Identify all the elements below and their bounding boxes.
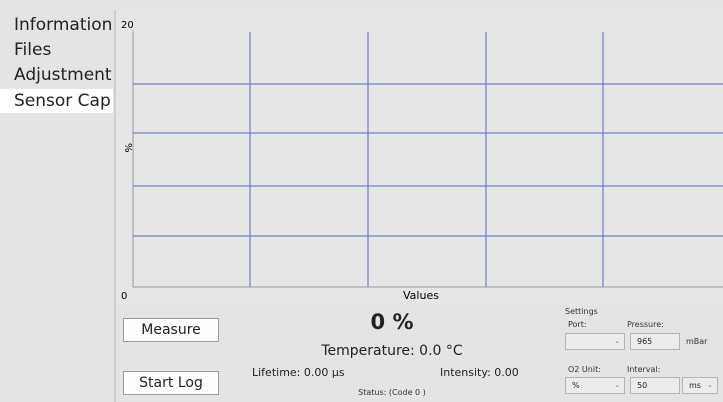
- lifetime: Lifetime: 0.00 µs: [252, 366, 345, 379]
- grid: [133, 32, 723, 287]
- x-axis-label: Values: [403, 289, 439, 302]
- menu-item[interactable]: Information: [14, 15, 113, 35]
- interval-label: Interval:: [627, 365, 661, 374]
- pressure-input[interactable]: 965: [630, 333, 680, 350]
- menu-item-selected[interactable]: Sensor Cap: [0, 89, 113, 113]
- y-bottom-label: 0: [121, 291, 127, 302]
- pressure-label: Pressure:: [627, 320, 664, 329]
- start-log-button[interactable]: Start Log: [123, 371, 219, 395]
- interval-unit-value: ms: [689, 381, 701, 390]
- y-top-label: 20: [121, 20, 134, 31]
- o2-unit-value: %: [572, 381, 580, 390]
- interval-input[interactable]: 50: [630, 377, 680, 394]
- status: Status: (Code 0 ): [358, 388, 426, 397]
- pressure-unit: mBar: [686, 337, 708, 346]
- measure-button[interactable]: Measure: [123, 318, 219, 342]
- o2-value: 0 %: [370, 310, 414, 334]
- settings-title: Settings: [565, 307, 598, 316]
- port-label: Port:: [568, 320, 587, 329]
- o2-unit-select[interactable]: % ⌄: [565, 377, 625, 394]
- plot-background: [116, 10, 723, 305]
- menu-item[interactable]: Files: [14, 40, 52, 60]
- divider: [114, 10, 116, 402]
- port-select[interactable]: ⌄: [565, 333, 625, 350]
- interval-unit-select[interactable]: ms ⌄: [682, 377, 718, 394]
- intensity: Intensity: 0.00: [440, 366, 519, 379]
- y-axis-label: %: [122, 143, 133, 153]
- menu-item[interactable]: Adjustment: [14, 65, 112, 85]
- temperature: Temperature: 0.0 °C: [321, 343, 463, 359]
- o2-unit-label: O2 Unit:: [568, 365, 601, 374]
- plot: 20 0 % Values: [116, 10, 723, 305]
